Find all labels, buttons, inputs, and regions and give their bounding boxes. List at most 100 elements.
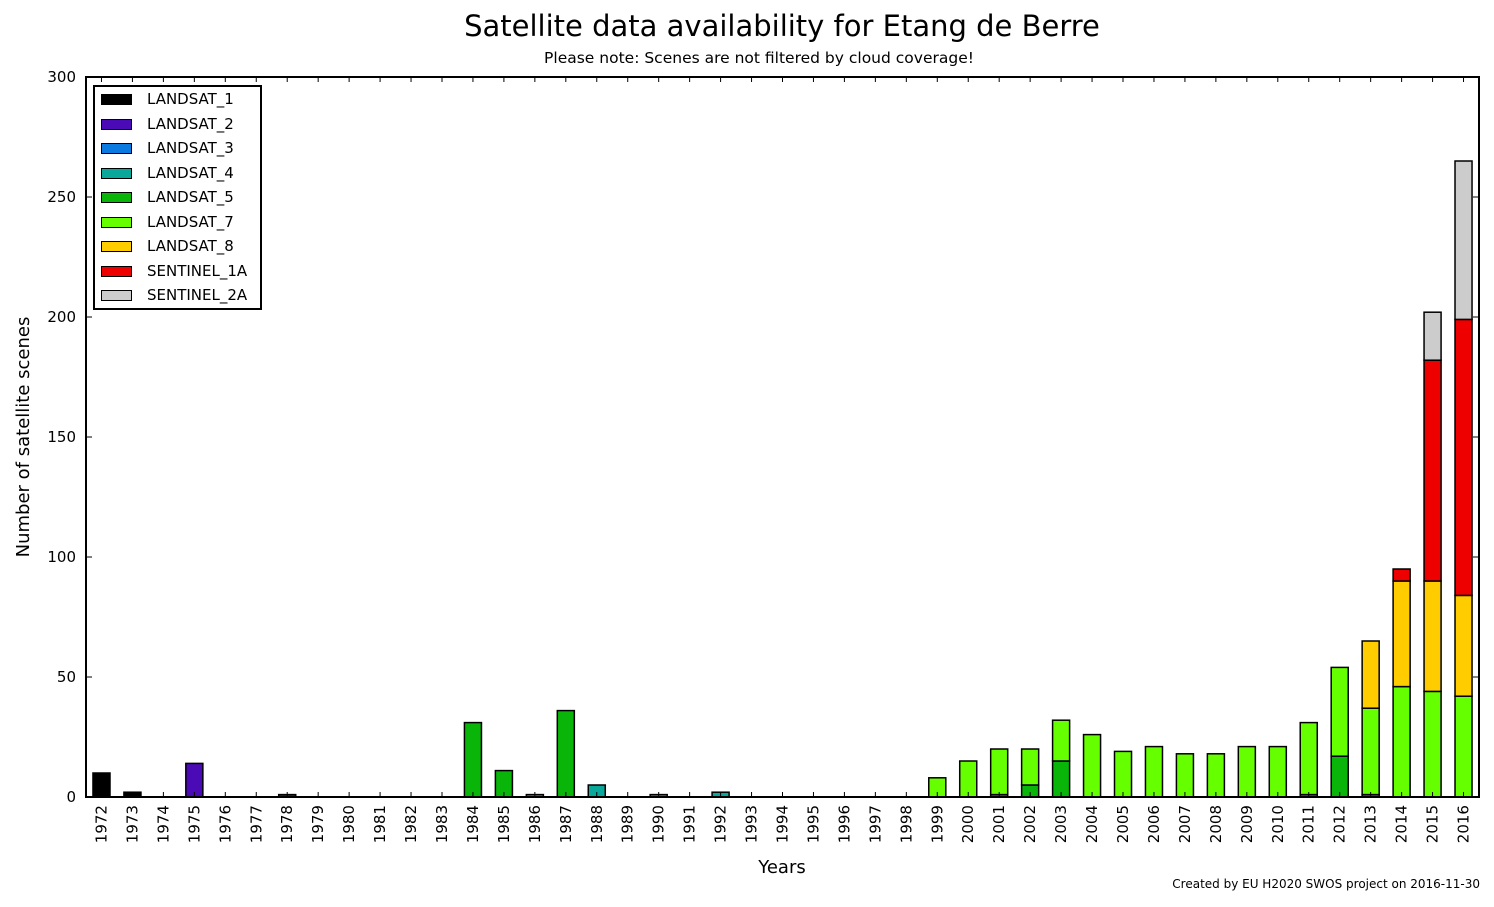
legend-label: LANDSAT_8: [147, 237, 234, 255]
bar-landsat_5-1987: [556, 709, 576, 798]
x-tick-label: 2012: [1331, 805, 1349, 843]
chart-subtitle: Please note: Scenes are not filtered by …: [544, 49, 974, 67]
x-tick-label: 2008: [1207, 805, 1225, 843]
legend-swatch: [101, 167, 132, 179]
x-tick-label: 2010: [1269, 805, 1287, 843]
x-tick-label: 1977: [247, 805, 265, 843]
legend-swatch: [101, 265, 132, 277]
legend-label: LANDSAT_4: [147, 163, 234, 182]
x-axis-label: Years: [757, 857, 806, 878]
x-tick-label: 2009: [1238, 805, 1256, 843]
bar-landsat_5-2003: [1051, 760, 1071, 798]
x-tick-label: 1981: [371, 805, 389, 843]
y-tick-label: 100: [47, 548, 76, 566]
x-tick-label: 1992: [712, 805, 730, 843]
x-tick-label: 1983: [433, 805, 451, 843]
x-tick-label: 1978: [278, 805, 296, 843]
x-tick-label: 2004: [1083, 805, 1101, 843]
bar-landsat_5-2012: [1330, 755, 1349, 798]
plot-frame: [85, 76, 1480, 798]
bar-landsat_7-2013: [1361, 707, 1380, 796]
x-tick-label: 1980: [340, 805, 358, 843]
y-tick-label: 200: [47, 308, 76, 326]
legend-label: LANDSAT_7: [147, 212, 234, 231]
x-tick-label: 1979: [309, 805, 327, 843]
x-tick-label: 1997: [866, 805, 884, 843]
x-tick-label: 1991: [681, 805, 699, 843]
x-tick-label: 2001: [990, 805, 1008, 843]
x-tick-label: 1982: [402, 805, 420, 843]
y-tick-label: 50: [57, 668, 76, 686]
x-tick-label: 2007: [1176, 805, 1194, 843]
x-tick-label: 1986: [526, 805, 544, 843]
bar-landsat_7-2006: [1144, 745, 1164, 798]
bar-landsat_7-2012: [1330, 666, 1349, 757]
legend-label: LANDSAT_2: [147, 114, 234, 133]
bar-landsat_2-1975: [185, 762, 204, 798]
x-tick-label: 1993: [743, 805, 761, 843]
bar-landsat_8-2015: [1423, 580, 1442, 693]
legend-swatch: [101, 94, 132, 105]
x-tick-label: 1995: [804, 805, 822, 843]
legend-swatch: [101, 192, 132, 203]
legend-label: LANDSAT_1: [147, 90, 234, 108]
bar-sentinel_2a-2015: [1423, 311, 1442, 361]
x-tick-label: 1996: [835, 805, 853, 843]
bar-landsat_7-2016: [1454, 695, 1473, 798]
footer-credit: Created by EU H2020 SWOS project on 2016…: [1172, 877, 1480, 891]
x-tick-label: 1974: [154, 805, 172, 843]
x-tick-label: 1998: [897, 805, 915, 843]
legend-label: SENTINEL_2A: [147, 286, 248, 304]
legend-swatch: [101, 118, 132, 130]
bar-landsat_7-2008: [1206, 753, 1226, 798]
bar-landsat_7-2015: [1423, 690, 1442, 798]
legend-swatch: [101, 290, 132, 301]
bar-landsat_7-2014: [1392, 685, 1411, 798]
legend-label: LANDSAT_3: [147, 139, 234, 157]
legend-label: SENTINEL_1A: [147, 261, 248, 280]
bars-layer: [92, 160, 1473, 798]
chart-title: Satellite data availability for Etang de…: [464, 9, 1100, 43]
y-tick-label: 0: [66, 788, 76, 806]
bar-landsat_7-2003: [1051, 719, 1071, 762]
bar-landsat_7-2001: [989, 748, 1009, 796]
bar-landsat_7-2009: [1237, 745, 1257, 798]
bar-landsat_7-2007: [1175, 753, 1195, 798]
chart-legend: LANDSAT_1 LANDSAT_2 LANDSAT_3 LANDSAT_4 LAND…: [93, 85, 262, 310]
bar-landsat_7-2005: [1113, 750, 1133, 798]
bar-landsat_7-2000: [958, 760, 978, 798]
legend-swatch: [101, 143, 132, 154]
y-tick-label: 300: [47, 68, 76, 86]
x-tick-label: 2011: [1300, 805, 1318, 843]
bar-sentinel_2a-2016: [1454, 160, 1473, 321]
bar-landsat_7-2010: [1268, 745, 1288, 798]
x-tick-label: 1972: [92, 805, 110, 843]
x-tick-label: 2015: [1424, 805, 1442, 843]
x-tick-label: 1976: [216, 805, 234, 843]
x-tick-label: 2000: [959, 805, 977, 843]
x-tick-label: 1975: [185, 805, 203, 843]
bar-landsat_8-2014: [1392, 580, 1411, 688]
x-tick-label: 2014: [1393, 805, 1411, 843]
ticks-layer: [86, 76, 1479, 798]
x-tick-label: 2016: [1455, 805, 1473, 843]
bar-landsat_8-2016: [1454, 594, 1473, 697]
bar-sentinel_1a-2015: [1423, 359, 1442, 582]
x-tick-label: 2006: [1145, 805, 1163, 843]
bar-landsat_8-2013: [1361, 640, 1380, 709]
x-tick-label: 2013: [1362, 805, 1380, 843]
x-tick-label: 1994: [774, 805, 792, 843]
bar-landsat_5-1984: [463, 721, 483, 798]
legend-swatch: [101, 241, 132, 252]
tick-labels-layer: 1972 1973 1974 1975 1976 1977 1978 1979 1980 1981…: [47, 68, 1472, 843]
x-tick-label: 1984: [464, 805, 482, 843]
x-tick-label: 2005: [1114, 805, 1132, 843]
x-tick-label: 1989: [619, 805, 637, 843]
x-tick-label: 1990: [650, 805, 668, 843]
bar-sentinel_1a-2016: [1454, 318, 1473, 597]
bar-landsat_7-2004: [1082, 733, 1102, 798]
legend-label: LANDSAT_5: [147, 188, 234, 206]
bar-sentinel_1a-2014: [1392, 568, 1411, 582]
x-tick-label: 1987: [557, 805, 575, 843]
